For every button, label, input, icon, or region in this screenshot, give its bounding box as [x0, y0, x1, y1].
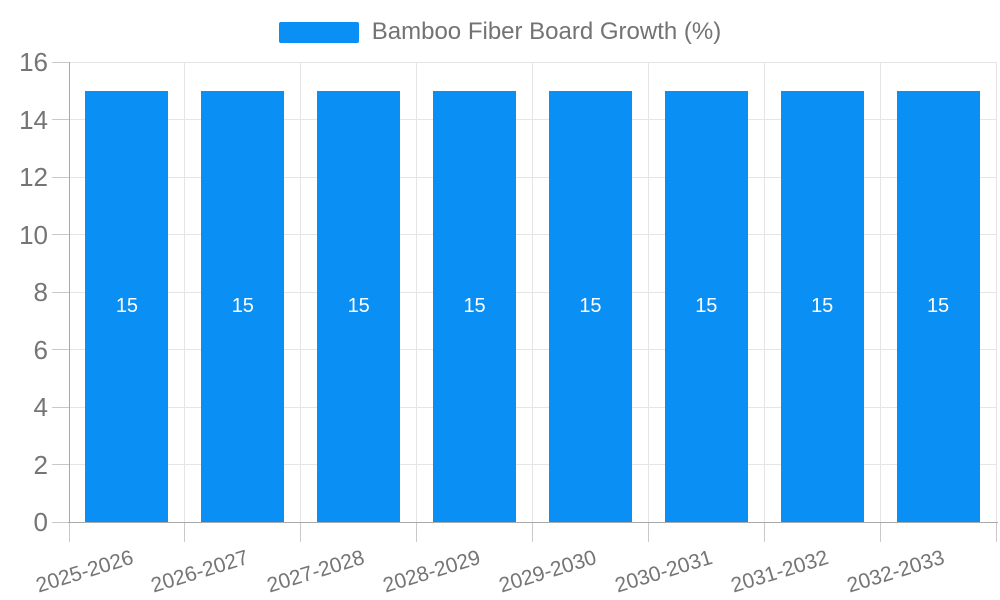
bar[interactable]	[433, 90, 517, 522]
gridline-v	[300, 62, 302, 522]
y-tick-label: 10	[19, 219, 48, 250]
y-tick-mark	[52, 406, 69, 408]
y-tick-label: 4	[33, 392, 48, 422]
y-tick-mark	[52, 176, 69, 178]
x-tick-label: 2026-2027	[148, 546, 252, 598]
gridline-v	[879, 62, 881, 522]
legend-item[interactable]: Bamboo Fiber Board Growth (%)	[0, 17, 1000, 47]
y-tick-mark	[52, 521, 69, 523]
x-tick-mark	[647, 522, 649, 542]
y-tick-mark	[52, 349, 69, 350]
x-tick-mark	[532, 522, 533, 542]
legend-label: Bamboo Fiber Board Growth (%)	[371, 18, 722, 45]
y-tick-label: 0	[33, 507, 48, 537]
x-tick-mark	[995, 522, 997, 542]
gridline-v	[184, 62, 186, 522]
gridline-v	[763, 62, 765, 522]
x-tick-mark	[300, 522, 302, 542]
x-tick-mark	[763, 522, 765, 542]
x-tick-label: 2030-2031	[612, 546, 716, 598]
bar[interactable]	[85, 90, 169, 522]
y-tick-label: 16	[19, 47, 48, 77]
y-tick-label: 2	[33, 449, 48, 480]
bar[interactable]	[548, 90, 632, 522]
x-axis-line	[68, 521, 998, 523]
gridline-v	[416, 62, 418, 522]
bar[interactable]	[317, 90, 401, 522]
x-tick-mark	[184, 522, 186, 542]
bar[interactable]	[664, 90, 748, 522]
x-tick-mark	[416, 522, 418, 542]
y-tick-mark	[52, 119, 69, 120]
y-tick-label: 6	[33, 334, 48, 365]
x-tick-label: 2029-2030	[496, 546, 600, 598]
y-tick-label: 14	[19, 104, 48, 135]
y-tick-mark	[52, 464, 69, 465]
y-tick-label: 12	[19, 162, 48, 192]
x-tick-label: 2025-2026	[32, 546, 136, 598]
x-tick-label: 2031-2032	[728, 546, 831, 598]
y-tick-label: 8	[33, 277, 48, 307]
x-tick-label: 2032-2033	[844, 546, 947, 598]
x-tick-mark	[879, 522, 881, 542]
bar[interactable]	[896, 90, 980, 522]
x-tick-label: 2028-2029	[380, 546, 484, 598]
bar[interactable]	[780, 90, 864, 522]
x-tick-mark	[68, 522, 70, 542]
y-axis-line	[68, 62, 70, 522]
gridline-v	[647, 62, 649, 522]
gridline-v	[532, 62, 533, 522]
y-tick-mark	[52, 61, 69, 63]
y-tick-mark	[52, 234, 69, 235]
legend-swatch	[278, 21, 359, 43]
x-tick-label: 2027-2028	[264, 546, 368, 598]
y-tick-mark	[52, 291, 69, 293]
bar[interactable]	[201, 90, 285, 522]
gridline-v	[995, 62, 997, 522]
